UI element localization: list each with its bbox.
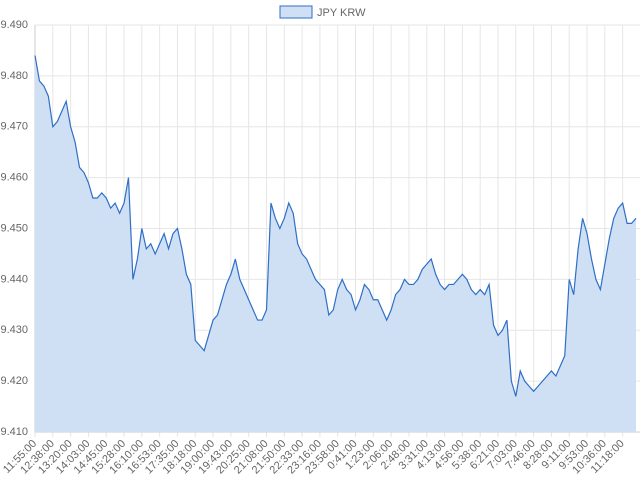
area-fill [35, 55, 636, 432]
legend-swatch [279, 5, 313, 19]
y-tick-label: 9.460 [0, 172, 28, 184]
y-tick-label: 9.480 [0, 70, 28, 82]
y-tick-label: 9.450 [0, 222, 28, 234]
y-tick-label: 9.470 [0, 121, 28, 133]
y-tick-label: 9.490 [0, 19, 28, 31]
y-tick-label: 9.410 [0, 426, 28, 438]
y-tick-label: 9.430 [0, 324, 28, 336]
line [34, 55, 637, 397]
y-tick-label: 9.440 [0, 273, 28, 285]
legend-label: JPY KRW [317, 7, 366, 19]
y-tick-label: 9.420 [0, 375, 28, 387]
